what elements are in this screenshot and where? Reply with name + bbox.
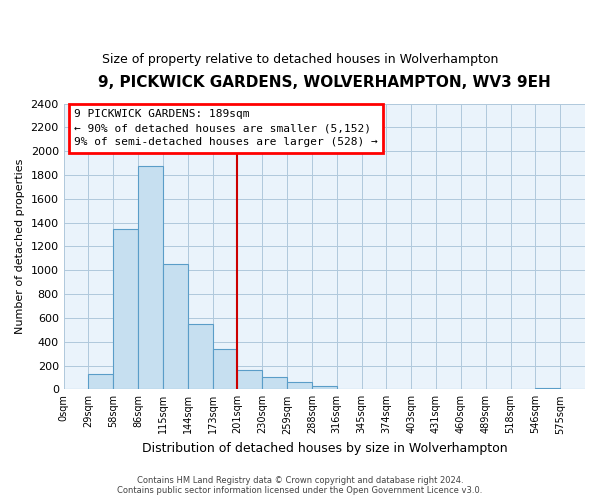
Bar (287, 382, 312, 390)
Bar (212, 349, 238, 390)
Bar (113, 228, 138, 390)
Bar (138, 166, 163, 390)
Bar (535, 388, 560, 390)
Title: 9, PICKWICK GARDENS, WOLVERHAMPTON, WV3 9EH: 9, PICKWICK GARDENS, WOLVERHAMPTON, WV3 … (98, 75, 551, 90)
Text: 9 PICKWICK GARDENS: 189sqm
← 90% of detached houses are smaller (5,152)
9% of se: 9 PICKWICK GARDENS: 189sqm ← 90% of deta… (74, 110, 378, 148)
Bar (163, 264, 188, 390)
Bar (312, 386, 337, 390)
Bar (262, 377, 287, 390)
Text: Contains HM Land Registry data © Crown copyright and database right 2024.
Contai: Contains HM Land Registry data © Crown c… (118, 476, 482, 495)
Bar (88, 374, 113, 390)
Text: Size of property relative to detached houses in Wolverhampton: Size of property relative to detached ho… (102, 52, 498, 66)
Y-axis label: Number of detached properties: Number of detached properties (15, 159, 25, 334)
Bar (188, 324, 212, 390)
X-axis label: Distribution of detached houses by size in Wolverhampton: Distribution of detached houses by size … (142, 442, 507, 455)
Bar (238, 370, 262, 390)
